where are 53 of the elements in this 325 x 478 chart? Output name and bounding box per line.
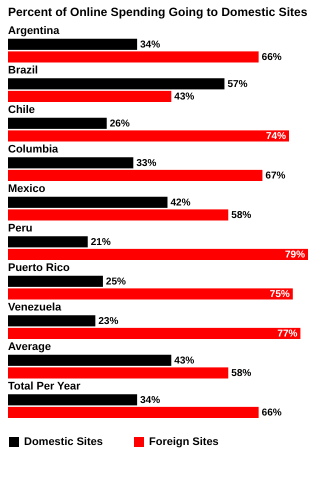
data-label: 33% xyxy=(136,158,156,169)
y-tick-label: Total Per Year xyxy=(8,380,82,392)
data-label: 79% xyxy=(284,249,306,260)
data-label: 34% xyxy=(140,39,160,50)
bar xyxy=(8,78,224,90)
data-label: 66% xyxy=(262,407,282,418)
bar xyxy=(8,157,134,168)
data-label: 75% xyxy=(270,288,290,300)
bar xyxy=(8,394,138,406)
bar xyxy=(8,406,259,418)
bar xyxy=(8,367,228,378)
y-tick-label: Puerto Rico xyxy=(8,262,70,274)
y-tick-label: Brazil xyxy=(8,64,38,76)
bar xyxy=(8,130,290,142)
y-tick-label: Mexico xyxy=(8,183,46,195)
data-label: 43% xyxy=(174,91,194,102)
bar xyxy=(8,170,262,181)
data-label: 77% xyxy=(277,328,298,340)
legend-label: Foreign Sites xyxy=(149,436,219,448)
bar xyxy=(8,288,293,300)
bar xyxy=(8,38,138,50)
data-label: 43% xyxy=(174,355,194,366)
y-tick-label: Venezuela xyxy=(8,302,62,314)
data-label: 57% xyxy=(227,78,248,90)
data-label: 58% xyxy=(231,210,252,221)
data-label: 74% xyxy=(266,130,286,142)
data-label: 25% xyxy=(106,276,126,288)
bar xyxy=(8,118,107,129)
y-tick-label: Columbia xyxy=(8,144,59,156)
bar xyxy=(8,196,168,208)
chart-title: Percent of Online Spending Going to Domestic Sites xyxy=(8,5,308,19)
y-tick-label: Argentina xyxy=(8,25,60,37)
bar xyxy=(8,276,103,287)
bar xyxy=(8,51,259,62)
y-tick-label: Peru xyxy=(8,222,32,234)
data-label: 58% xyxy=(231,368,252,379)
data-label: 66% xyxy=(262,52,282,63)
y-tick-label: Chile xyxy=(8,104,35,116)
data-label: 34% xyxy=(140,394,160,406)
bar xyxy=(8,236,88,248)
bar xyxy=(8,209,228,220)
data-label: 21% xyxy=(90,236,111,248)
data-label: 42% xyxy=(170,197,191,208)
data-label: 26% xyxy=(110,118,130,130)
bar xyxy=(8,354,172,366)
bar xyxy=(8,328,300,339)
data-label: 67% xyxy=(265,170,286,182)
bar xyxy=(8,90,172,102)
bar xyxy=(8,248,308,260)
legend-label: Domestic Sites xyxy=(24,436,103,448)
y-tick-label: Average xyxy=(8,341,52,353)
data-label: 23% xyxy=(98,316,118,327)
bar xyxy=(8,315,96,326)
